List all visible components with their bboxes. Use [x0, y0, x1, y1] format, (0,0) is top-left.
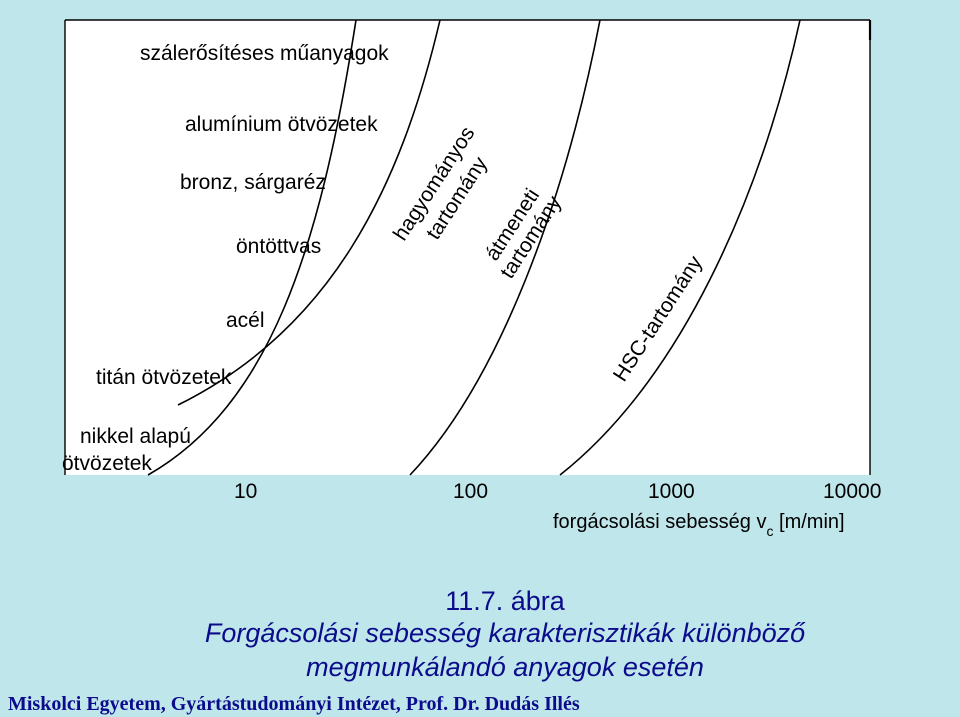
figure-number: 11.7. ábra: [445, 586, 566, 616]
x-axis-label-main: forgácsolási sebesség v: [553, 511, 766, 533]
material-label-nickel-line2: ötvözetek: [62, 452, 152, 475]
material-label-steel: acél: [226, 309, 265, 332]
chart-panel: [65, 20, 870, 475]
material-label-cast-iron: öntöttvas: [236, 235, 321, 258]
material-label-nickel-line1: nikkel alapú: [80, 425, 191, 448]
boundary-curve-3: [409, 19, 601, 476]
material-label-fiber-plastics: szálerősítéses műanyagok: [140, 42, 389, 65]
figure-caption-line2: megmunkálandó anyagok esetén: [306, 652, 704, 682]
tick-label-10: 10: [234, 480, 257, 503]
boundary-curve-2: [177, 19, 441, 406]
figure-caption-line1: Forgácsolási sebesség karakterisztikák k…: [205, 618, 806, 648]
boundary-curve-4: [559, 19, 801, 476]
boundary-curve-1: [147, 19, 357, 476]
material-label-bronze: bronz, sárgaréz: [180, 171, 326, 194]
tick-label-1000: 1000: [648, 480, 695, 503]
x-axis-label-unit: [m/min]: [773, 511, 844, 533]
tick-label-100: 100: [453, 480, 488, 503]
tick-label-10000: 10000: [823, 480, 881, 503]
footer-credit: Miskolci Egyetem, Gyártástudományi Intéz…: [8, 693, 580, 715]
x-axis-label-subscript: c: [766, 523, 773, 539]
material-label-aluminium: alumínium ötvözetek: [185, 113, 378, 136]
x-axis-label: forgácsolási sebesség vc [m/min]: [553, 511, 845, 539]
material-label-titanium: titán ötvözetek: [96, 366, 232, 389]
